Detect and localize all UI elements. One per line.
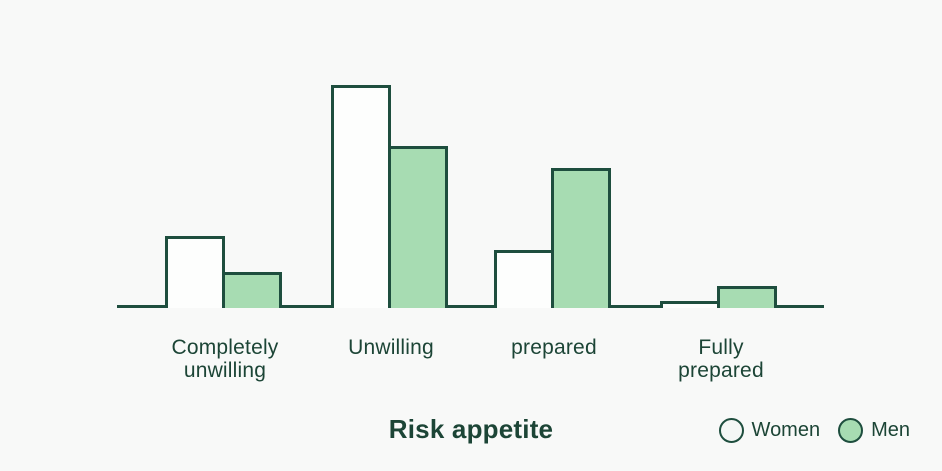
bar-women-prepared bbox=[494, 250, 554, 308]
legend-item-men: Men bbox=[838, 418, 910, 443]
bar-group bbox=[165, 236, 282, 308]
bar-women-completely-unwilling bbox=[165, 236, 225, 308]
bar-women-fully-prepared bbox=[660, 301, 720, 308]
category-label: Fully prepared bbox=[678, 336, 764, 382]
bar-group bbox=[660, 286, 777, 308]
bar-group bbox=[331, 85, 448, 308]
category-label: prepared bbox=[511, 336, 597, 359]
legend-swatch-men bbox=[838, 418, 864, 443]
legend-label: Women bbox=[751, 419, 821, 441]
bar-men-unwilling bbox=[388, 146, 448, 308]
legend-item-women: Women bbox=[718, 418, 821, 443]
bar-women-unwilling bbox=[331, 85, 391, 308]
category-label: Completely unwilling bbox=[171, 336, 279, 382]
bar-men-prepared bbox=[551, 168, 611, 308]
x-axis-line bbox=[117, 305, 824, 308]
legend-swatch-women bbox=[718, 418, 744, 443]
chart-title: Risk appetite bbox=[388, 414, 554, 444]
legend-label: Men bbox=[871, 419, 910, 441]
bar-men-completely-unwilling bbox=[222, 272, 282, 308]
bar-men-fully-prepared bbox=[717, 286, 777, 308]
category-label: Unwilling bbox=[348, 336, 434, 359]
legend: Women Men bbox=[718, 418, 910, 443]
bar-group bbox=[494, 168, 611, 308]
